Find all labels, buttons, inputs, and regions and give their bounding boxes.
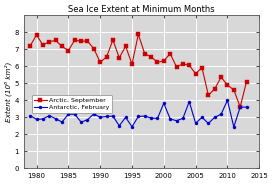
- Arctic, September: [41, 44, 44, 46]
- Arctic, September: [86, 40, 89, 42]
- Arctic, September: [219, 76, 223, 78]
- Antarctic, February: [162, 102, 165, 104]
- Antarctic, February: [194, 122, 197, 124]
- Line: Antarctic, February: Antarctic, February: [29, 99, 248, 128]
- Arctic, September: [207, 94, 210, 96]
- Antarctic, February: [48, 114, 51, 117]
- Antarctic, February: [207, 122, 210, 125]
- Antarctic, February: [168, 118, 172, 120]
- Antarctic, February: [67, 113, 70, 115]
- Arctic, September: [60, 45, 64, 47]
- Arctic, September: [92, 47, 96, 50]
- Antarctic, February: [226, 99, 229, 101]
- Arctic, September: [194, 72, 197, 75]
- Antarctic, February: [73, 113, 76, 115]
- Arctic, September: [48, 40, 51, 43]
- Line: Arctic, September: Arctic, September: [29, 33, 248, 108]
- Arctic, September: [111, 39, 115, 41]
- Arctic, September: [137, 33, 140, 36]
- Arctic, September: [175, 66, 178, 68]
- Arctic, September: [118, 57, 121, 59]
- Antarctic, February: [111, 115, 115, 117]
- Arctic, September: [149, 56, 153, 58]
- Antarctic, February: [149, 117, 153, 119]
- Arctic, September: [29, 45, 32, 47]
- Arctic, September: [245, 81, 248, 83]
- Arctic, September: [181, 63, 185, 65]
- Antarctic, February: [54, 118, 57, 120]
- Antarctic, February: [99, 116, 102, 118]
- Antarctic, February: [219, 113, 223, 115]
- Antarctic, February: [175, 120, 178, 122]
- Antarctic, February: [124, 116, 127, 118]
- Antarctic, February: [143, 115, 146, 117]
- Arctic, September: [79, 40, 83, 42]
- Arctic, September: [67, 49, 70, 52]
- Antarctic, February: [92, 113, 96, 115]
- Antarctic, February: [137, 115, 140, 118]
- Antarctic, February: [60, 121, 64, 123]
- Arctic, September: [226, 84, 229, 86]
- Antarctic, February: [156, 117, 159, 120]
- Arctic, September: [188, 64, 191, 67]
- Antarctic, February: [86, 119, 89, 121]
- Arctic, September: [124, 45, 127, 47]
- Antarctic, February: [41, 118, 44, 120]
- Arctic, September: [99, 61, 102, 63]
- Arctic, September: [200, 67, 204, 69]
- Arctic, September: [156, 61, 159, 63]
- Arctic, September: [168, 52, 172, 55]
- Arctic, September: [213, 88, 216, 90]
- Antarctic, February: [79, 121, 83, 123]
- Antarctic, February: [35, 118, 38, 121]
- Antarctic, February: [118, 125, 121, 127]
- Legend: Arctic, September, Antarctic, February: Arctic, September, Antarctic, February: [32, 95, 112, 113]
- Arctic, September: [239, 106, 242, 108]
- Y-axis label: Extent (10⁶ km²): Extent (10⁶ km²): [5, 62, 12, 122]
- Antarctic, February: [130, 126, 133, 128]
- Antarctic, February: [232, 126, 235, 128]
- Antarctic, February: [188, 101, 191, 103]
- Arctic, September: [130, 63, 133, 65]
- Arctic, September: [162, 60, 165, 62]
- Arctic, September: [105, 56, 108, 58]
- Antarctic, February: [29, 114, 32, 117]
- Arctic, September: [54, 39, 57, 42]
- Antarctic, February: [105, 115, 108, 118]
- Arctic, September: [35, 34, 38, 36]
- Arctic, September: [73, 39, 76, 41]
- Arctic, September: [232, 89, 235, 91]
- Antarctic, February: [181, 117, 185, 119]
- Antarctic, February: [245, 106, 248, 108]
- Antarctic, February: [200, 116, 204, 118]
- Arctic, September: [143, 53, 146, 55]
- Antarctic, February: [213, 116, 216, 118]
- Title: Sea Ice Extent at Minimum Months: Sea Ice Extent at Minimum Months: [68, 5, 215, 14]
- Antarctic, February: [239, 106, 242, 108]
